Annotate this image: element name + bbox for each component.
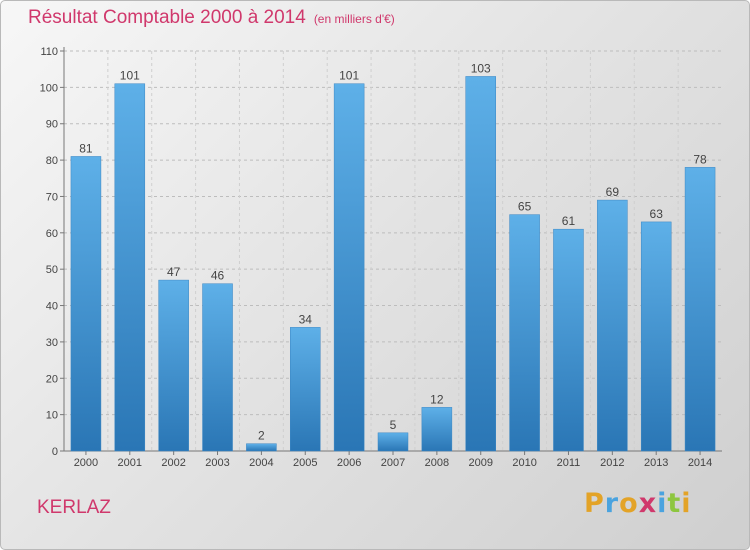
data-label: 101 (339, 69, 359, 83)
x-tick-label: 2006 (337, 457, 361, 469)
data-label: 34 (299, 312, 313, 326)
bar (70, 156, 102, 452)
bar (553, 228, 584, 452)
data-label: 65 (518, 200, 532, 214)
commune-name: KERLAZ (37, 497, 111, 518)
y-tick-label: 10 (46, 410, 58, 422)
x-tick-label: 2009 (468, 457, 492, 469)
x-tick-label: 2007 (381, 457, 405, 469)
chart-title-main: Résultat Comptable 2000 à 2014 (28, 7, 306, 28)
logo-letter: t (667, 488, 682, 519)
data-label: 81 (79, 141, 93, 155)
chart-title: Résultat Comptable 2000 à 2014 (en millie… (28, 7, 395, 29)
logo-letter: i (681, 488, 692, 519)
y-tick-label: 70 (46, 191, 58, 203)
x-tick-label: 2001 (118, 457, 142, 469)
bars (70, 76, 716, 452)
logo-letter: x (638, 488, 658, 519)
bar (377, 432, 409, 452)
bar (465, 76, 496, 452)
x-tick-label: 2002 (161, 457, 185, 469)
data-label: 2 (258, 429, 265, 443)
labels: 81 101 47 46 2 34 101 5 12 103 65 61 69 63 78 (79, 61, 707, 442)
y-tick-label: 60 (46, 228, 58, 240)
data-label: 46 (211, 269, 225, 283)
logo-letter: r (604, 488, 620, 519)
bar (509, 214, 540, 452)
bar (597, 199, 628, 452)
data-label: 69 (606, 185, 620, 199)
data-label: 78 (693, 152, 707, 166)
x-tick-label: 2000 (74, 457, 98, 469)
y-tick-label: 0 (52, 446, 58, 458)
proxiti-logo: Proxiti (584, 488, 692, 519)
bar (684, 167, 716, 452)
data-label: 101 (120, 69, 140, 83)
y-tick-label: 80 (46, 155, 58, 167)
chart-subtitle: (en milliers d'€) (313, 12, 395, 26)
x-tick-label: 2005 (293, 457, 317, 469)
x-tick-label: 2003 (205, 457, 229, 469)
logo-letter: i (657, 488, 668, 519)
y-tick-label: 50 (46, 264, 58, 276)
data-label: 103 (471, 61, 491, 75)
bar (290, 327, 321, 452)
data-label: 5 (390, 418, 397, 432)
x-tick-label: 2011 (557, 457, 581, 469)
y-tick-label: 20 (46, 373, 58, 385)
bar (640, 221, 672, 452)
y-tick-label: 90 (46, 119, 58, 131)
x-tick-label: 2008 (425, 457, 449, 469)
data-label: 12 (430, 392, 444, 406)
x-tick-label: 2014 (688, 457, 712, 469)
y-tick-label: 110 (40, 46, 58, 58)
bar (246, 443, 277, 452)
x-tick-label: 2010 (512, 457, 536, 469)
bar (333, 83, 365, 452)
bar (202, 283, 233, 452)
y-tick-label: 30 (46, 337, 58, 349)
y-tick-label: 100 (40, 82, 58, 94)
data-label: 61 (562, 214, 576, 228)
data-label: 63 (650, 207, 664, 221)
bar (421, 407, 453, 452)
x-tick-label: 2013 (644, 457, 668, 469)
x-tick-label: 2004 (249, 457, 273, 469)
x-tick-label: 2012 (600, 457, 624, 469)
y-tick-label: 40 (46, 301, 58, 313)
logo-letter: P (584, 488, 605, 519)
logo-letter: o (619, 488, 639, 519)
bar (158, 279, 189, 452)
data-label: 47 (167, 265, 181, 279)
bar (114, 83, 146, 452)
